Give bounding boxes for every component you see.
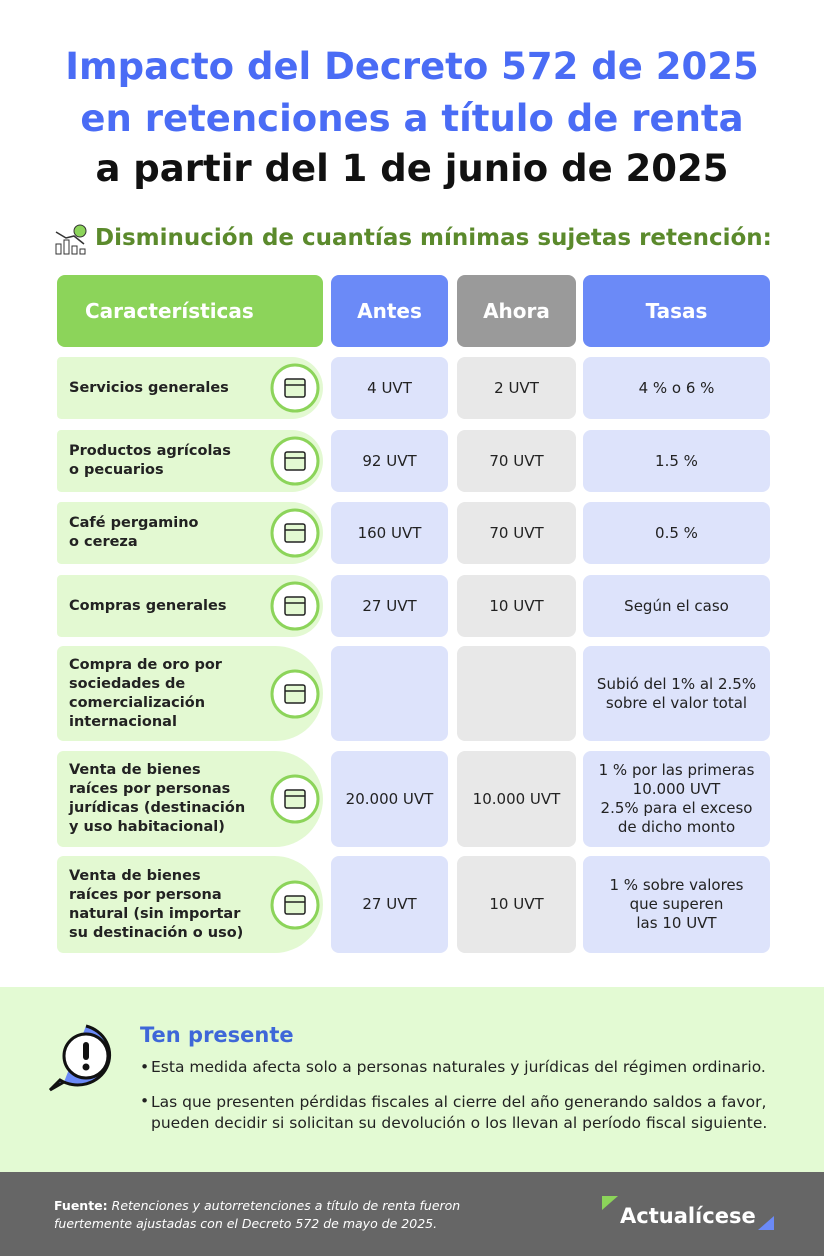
section-title: Disminución de cuantías mínimas sujetas … xyxy=(95,225,772,251)
cell: 70 UVT xyxy=(457,502,576,564)
cell: 160 UVT xyxy=(331,502,448,564)
cell: Subió del 1% al 2.5% sobre el valor tota… xyxy=(583,646,770,741)
cell: 27 UVT xyxy=(331,856,448,953)
note-title: Ten presente xyxy=(140,1023,294,1047)
bullet: • xyxy=(140,1058,150,1076)
cell: Según el caso xyxy=(583,575,770,637)
cell: 4 UVT xyxy=(331,357,448,419)
bullet: • xyxy=(140,1092,150,1110)
cell xyxy=(457,646,576,741)
cell: 1 % sobre valores que superen las 10 UVT xyxy=(583,856,770,953)
cell: 0.5 % xyxy=(583,502,770,564)
row-icon xyxy=(270,774,320,824)
title: Impacto del Decreto 572 de 2025 xyxy=(65,45,759,88)
cell: 10.000 UVT xyxy=(457,751,576,847)
row-label: Compras generales xyxy=(57,575,323,637)
footer xyxy=(0,1172,824,1256)
source-text: Retenciones y autorretenciones a título … xyxy=(54,1198,461,1231)
cell: 27 UVT xyxy=(331,575,448,637)
cell: 92 UVT xyxy=(331,430,448,492)
column-header: Antes xyxy=(331,275,448,347)
title: en retenciones a título de renta xyxy=(80,97,744,140)
row-icon xyxy=(270,363,320,413)
cell: 4 % o 6 % xyxy=(583,357,770,419)
logo-marks xyxy=(602,1196,774,1230)
row-icon xyxy=(270,508,320,558)
column-header: Tasas xyxy=(583,275,770,347)
chart-icon xyxy=(55,224,87,255)
cell: 70 UVT xyxy=(457,430,576,492)
cell xyxy=(331,646,448,741)
cell: 20.000 UVT xyxy=(331,751,448,847)
title: a partir del 1 de junio de 2025 xyxy=(95,147,729,190)
cell: 1.5 % xyxy=(583,430,770,492)
note-item: Esta medida afecta solo a personas natur… xyxy=(151,1058,766,1076)
cell: 10 UVT xyxy=(457,575,576,637)
cell: 10 UVT xyxy=(457,856,576,953)
source: Fuente: Retenciones y autorretenciones a… xyxy=(54,1197,524,1233)
cell: 1 % por las primeras 10.000 UVT 2.5% par… xyxy=(583,751,770,847)
cell: 2 UVT xyxy=(457,357,576,419)
alert-icon xyxy=(48,1024,112,1092)
source-label: Fuente: xyxy=(54,1198,108,1213)
brand: Actualícese xyxy=(620,1204,756,1228)
row-icon xyxy=(270,880,320,929)
column-header: Ahora xyxy=(457,275,576,347)
row-icon xyxy=(270,436,320,486)
row-icon xyxy=(270,669,320,718)
column-header: Características xyxy=(57,275,323,347)
note-box xyxy=(0,987,824,1172)
row-icon xyxy=(270,581,320,631)
note-item: Las que presenten pérdidas fiscales al c… xyxy=(151,1093,768,1132)
